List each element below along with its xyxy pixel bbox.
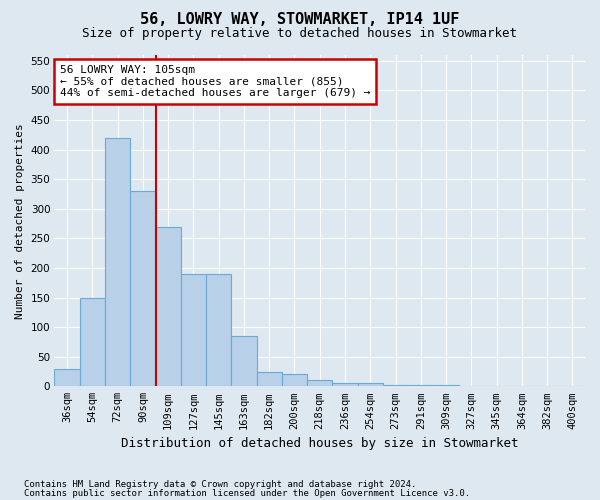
Bar: [130, 191, 155, 386]
Bar: [383, 385, 408, 386]
Bar: [332, 384, 358, 386]
Text: Size of property relative to detached houses in Stowmarket: Size of property relative to detached ho…: [83, 28, 517, 40]
Text: Contains HM Land Registry data © Crown copyright and database right 2024.: Contains HM Land Registry data © Crown c…: [24, 480, 416, 489]
Bar: [358, 384, 383, 386]
Text: Contains public sector information licensed under the Open Government Licence v3: Contains public sector information licen…: [24, 488, 470, 498]
Bar: [155, 226, 181, 386]
Text: 56 LOWRY WAY: 105sqm
← 55% of detached houses are smaller (855)
44% of semi-deta: 56 LOWRY WAY: 105sqm ← 55% of detached h…: [60, 65, 370, 98]
Bar: [181, 274, 206, 386]
Bar: [80, 298, 105, 386]
Bar: [282, 374, 307, 386]
Y-axis label: Number of detached properties: Number of detached properties: [15, 123, 25, 318]
X-axis label: Distribution of detached houses by size in Stowmarket: Distribution of detached houses by size …: [121, 437, 518, 450]
Bar: [206, 274, 232, 386]
Bar: [307, 380, 332, 386]
Bar: [232, 336, 257, 386]
Bar: [257, 372, 282, 386]
Bar: [105, 138, 130, 386]
Text: 56, LOWRY WAY, STOWMARKET, IP14 1UF: 56, LOWRY WAY, STOWMARKET, IP14 1UF: [140, 12, 460, 28]
Bar: [408, 385, 433, 386]
Bar: [433, 385, 458, 386]
Bar: [55, 368, 80, 386]
